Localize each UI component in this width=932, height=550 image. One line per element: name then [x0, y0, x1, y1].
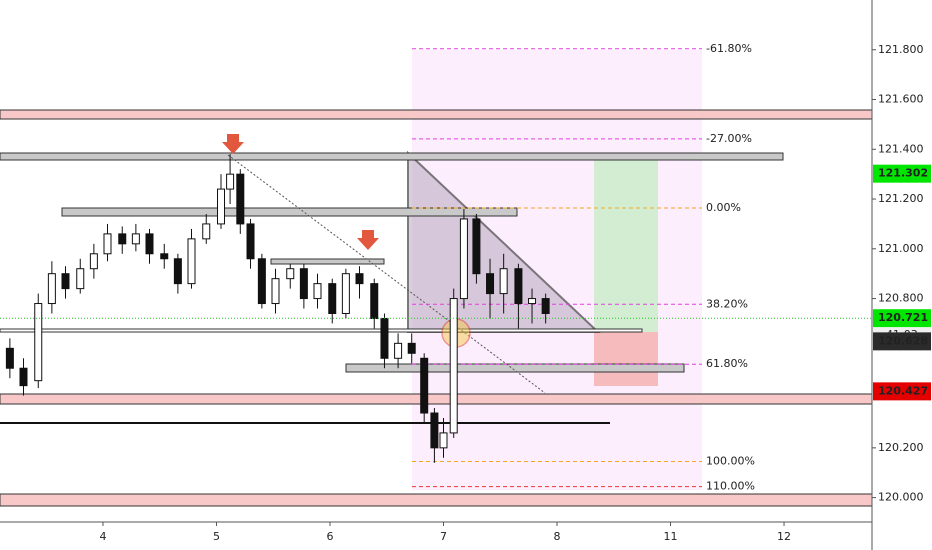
x-tick-label: 8 — [554, 530, 561, 543]
fib-label: 0.00% — [706, 201, 741, 214]
candle-body — [370, 283, 379, 319]
price-tag — [873, 164, 931, 183]
candle-body — [313, 283, 322, 300]
candle-body — [19, 367, 28, 387]
x-tick-label: 5 — [213, 530, 220, 543]
candle-body — [541, 298, 550, 314]
y-tick-label: 121.200 — [878, 192, 924, 205]
candle-body — [514, 268, 523, 305]
candle-body — [430, 412, 439, 449]
arrow — [357, 230, 379, 250]
price-tag-label: 120.628 — [878, 334, 928, 347]
candle-body — [236, 173, 245, 225]
candle-body — [286, 268, 295, 280]
x-tick-label: 6 — [326, 530, 333, 543]
candle-body — [103, 233, 112, 255]
arrow — [222, 134, 244, 154]
price-tag — [873, 382, 931, 401]
x-tick-label: 12 — [777, 530, 791, 543]
fib-label: 110.00% — [706, 480, 755, 493]
level-box — [0, 152, 784, 161]
resistance-zone — [0, 109, 873, 120]
level-box — [345, 363, 685, 373]
candle-body — [380, 317, 389, 359]
candle-body — [202, 223, 211, 240]
candle-body — [459, 218, 468, 300]
price-axis — [872, 0, 932, 550]
y-tick-label: 121.000 — [878, 242, 924, 255]
candle-body — [217, 188, 226, 225]
price-tag — [873, 309, 931, 328]
candle-body — [449, 298, 458, 434]
candle-body — [528, 298, 537, 305]
candle-body — [407, 342, 416, 354]
support-zone — [0, 493, 873, 507]
candle-body — [145, 233, 154, 255]
candle-body — [341, 273, 350, 314]
candle-body — [355, 273, 364, 285]
candle-body — [187, 238, 196, 285]
x-tick-label: 11 — [664, 530, 678, 543]
candle-body — [61, 273, 70, 290]
candle-body — [5, 347, 14, 369]
x-tick-label: 7 — [440, 530, 447, 543]
candle-body — [173, 258, 182, 285]
candle-body — [257, 258, 266, 305]
candle-body — [131, 233, 140, 245]
candle-body — [34, 303, 43, 382]
y-tick-label: 121.400 — [878, 142, 924, 155]
candle-body — [76, 268, 85, 290]
level-box — [0, 328, 643, 333]
stop-zone — [594, 332, 658, 386]
level-box — [270, 258, 385, 265]
candle-body — [118, 233, 127, 245]
y-tick-label: 120.800 — [878, 292, 924, 305]
y-tick-label: 120.000 — [878, 491, 924, 504]
x-tick-label: 4 — [99, 530, 106, 543]
candle-body — [394, 342, 403, 359]
price-tag-label: 121.302 — [878, 167, 928, 180]
price-tag-label: 120.427 — [878, 384, 928, 397]
fib-label: -27.00% — [706, 132, 752, 145]
candle-body — [439, 432, 448, 449]
candle-body — [271, 278, 280, 305]
candle-body — [420, 357, 429, 414]
support-zone — [0, 393, 873, 405]
price-tag — [873, 332, 931, 351]
fib-label: -61.80% — [706, 42, 752, 55]
y-tick-label: 120.200 — [878, 441, 924, 454]
fib-label: 38.20% — [706, 297, 748, 310]
candle-body — [47, 273, 56, 305]
fib-label: 100.00% — [706, 455, 755, 468]
y-tick-label: 121.600 — [878, 93, 924, 106]
fib-label: 61.80% — [706, 357, 748, 370]
candle-body — [246, 223, 255, 260]
drawings — [0, 50, 873, 507]
candle-body — [486, 273, 495, 295]
candle-body — [299, 268, 308, 300]
candle-body — [226, 173, 235, 190]
level-box — [61, 207, 518, 217]
y-tick-label: 121.800 — [878, 43, 924, 56]
candle-body — [328, 283, 337, 314]
target-zone — [594, 156, 658, 332]
candle-body — [160, 253, 169, 260]
price-tag-label: 120.721 — [878, 311, 928, 324]
candle-body — [499, 268, 508, 295]
candle-body — [472, 218, 481, 275]
candle-body — [89, 253, 98, 270]
